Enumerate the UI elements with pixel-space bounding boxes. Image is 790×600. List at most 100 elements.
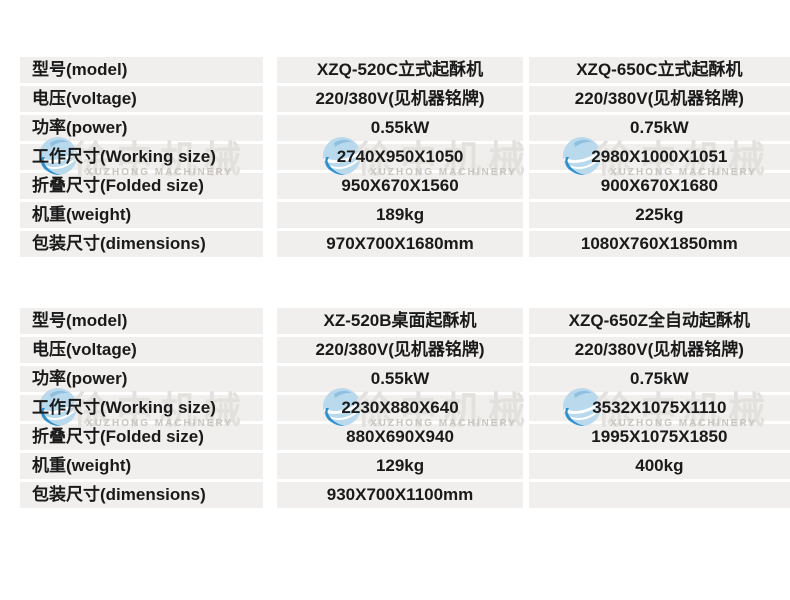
spec-value-cell: 2980X1000X1051 bbox=[528, 144, 790, 170]
spec-value-cell: 950X670X1560 bbox=[277, 173, 523, 199]
spec-label: 包装尺寸(dimensions) bbox=[32, 485, 206, 504]
spec-label-cell: 工作尺寸(Working size) bbox=[20, 395, 264, 421]
spec-value-cell: 880X690X940 bbox=[277, 424, 523, 450]
spec-value-cell: 220/380V(见机器铭牌) bbox=[528, 337, 790, 363]
spec-value-cell: 220/380V(见机器铭牌) bbox=[277, 86, 523, 112]
table-row: 折叠尺寸(Folded size) 880X690X940 1995X1075X… bbox=[20, 424, 790, 450]
spec-table-lower: 徐中机械 XUZHONG MACHINERY 徐中机械 XUZHONG MACH… bbox=[0, 308, 790, 511]
spec-value: 0.55kW bbox=[370, 369, 430, 388]
spec-label-cell: 折叠尺寸(Folded size) bbox=[20, 424, 264, 450]
spec-value: 189kg bbox=[375, 205, 425, 224]
spec-value-cell: 129kg bbox=[277, 453, 523, 479]
spec-value: 2230X880X640 bbox=[341, 398, 459, 417]
spec-label-cell: 工作尺寸(Working size) bbox=[20, 144, 264, 170]
spec-label-cell: 电压(voltage) bbox=[20, 337, 264, 363]
spec-label: 功率(power) bbox=[32, 369, 128, 388]
table-row: 包装尺寸(dimensions) 970X700X1680mm 1080X760… bbox=[20, 231, 790, 257]
table-row: 型号(model) XZ-520B桌面起酥机 XZQ-650Z全自动起酥机 bbox=[20, 308, 790, 334]
spec-label-cell: 型号(model) bbox=[20, 308, 264, 334]
table-row: 功率(power) 0.55kW 0.75kW bbox=[20, 366, 790, 392]
spec-label-cell: 型号(model) bbox=[20, 57, 264, 83]
spec-value-cell: 225kg bbox=[528, 202, 790, 228]
spec-value-cell: 2740X950X1050 bbox=[277, 144, 523, 170]
spec-table-upper: 徐中机械 XUZHONG MACHINERY 徐中机械 XUZHONG MACH… bbox=[0, 57, 790, 260]
spec-value: 220/380V(见机器铭牌) bbox=[574, 340, 744, 359]
table-row: 工作尺寸(Working size) 2740X950X1050 2980X10… bbox=[20, 144, 790, 170]
table-row: 机重(weight) 189kg 225kg bbox=[20, 202, 790, 228]
spec-label-cell: 折叠尺寸(Folded size) bbox=[20, 173, 264, 199]
spec-value-cell bbox=[528, 482, 790, 508]
spec-label: 机重(weight) bbox=[32, 456, 132, 475]
spec-value-cell: 930X700X1100mm bbox=[277, 482, 523, 508]
spec-value-cell: XZ-520B桌面起酥机 bbox=[277, 308, 523, 334]
spec-label: 机重(weight) bbox=[32, 205, 132, 224]
spec-value-cell: 220/380V(见机器铭牌) bbox=[277, 337, 523, 363]
spec-label: 电压(voltage) bbox=[32, 89, 137, 108]
spec-value-cell: 189kg bbox=[277, 202, 523, 228]
spec-value-cell: XZQ-650Z全自动起酥机 bbox=[528, 308, 790, 334]
table-row: 型号(model) XZQ-520C立式起酥机 XZQ-650C立式起酥机 bbox=[20, 57, 790, 83]
spec-value-cell: 900X670X1680 bbox=[528, 173, 790, 199]
spec-value: 970X700X1680mm bbox=[326, 234, 474, 253]
spec-value: 880X690X940 bbox=[346, 427, 454, 446]
spec-label-cell: 电压(voltage) bbox=[20, 86, 264, 112]
spec-label: 电压(voltage) bbox=[32, 340, 137, 359]
spec-value: 220/380V(见机器铭牌) bbox=[315, 89, 485, 108]
spec-value: 2740X950X1050 bbox=[336, 147, 464, 166]
spec-value-cell: 2230X880X640 bbox=[277, 395, 523, 421]
spec-value: 0.75kW bbox=[630, 118, 689, 137]
spec-value: XZ-520B桌面起酥机 bbox=[323, 311, 477, 330]
spec-label: 折叠尺寸(Folded size) bbox=[32, 176, 204, 195]
spec-value: 1080X760X1850mm bbox=[580, 234, 738, 253]
table-row: 工作尺寸(Working size) 2230X880X640 3532X107… bbox=[20, 395, 790, 421]
spec-value: 2980X1000X1051 bbox=[591, 147, 728, 166]
spec-value-cell: 0.75kW bbox=[528, 366, 790, 392]
spec-label: 工作尺寸(Working size) bbox=[32, 398, 216, 417]
spec-label-cell: 包装尺寸(dimensions) bbox=[20, 231, 264, 257]
spec-value: 3532X1075X1110 bbox=[592, 398, 727, 417]
table-row: 电压(voltage) 220/380V(见机器铭牌) 220/380V(见机器… bbox=[20, 86, 790, 112]
spec-value-cell: XZQ-650C立式起酥机 bbox=[528, 57, 790, 83]
spec-label: 工作尺寸(Working size) bbox=[32, 147, 216, 166]
spec-value: 0.55kW bbox=[370, 118, 430, 137]
spec-label: 功率(power) bbox=[32, 118, 128, 137]
table-row: 电压(voltage) 220/380V(见机器铭牌) 220/380V(见机器… bbox=[20, 337, 790, 363]
spec-value: 220/380V(见机器铭牌) bbox=[574, 89, 744, 108]
spec-value-cell: 0.55kW bbox=[277, 115, 523, 141]
spec-value-cell: 220/380V(见机器铭牌) bbox=[528, 86, 790, 112]
spec-value: 400kg bbox=[635, 456, 684, 475]
spec-label-cell: 功率(power) bbox=[20, 115, 264, 141]
spec-label: 型号(model) bbox=[32, 311, 128, 330]
spec-value: XZQ-520C立式起酥机 bbox=[316, 60, 484, 79]
spec-value: 930X700X1100mm bbox=[326, 485, 474, 504]
spec-label: 包装尺寸(dimensions) bbox=[32, 234, 206, 253]
spec-value: 220/380V(见机器铭牌) bbox=[315, 340, 485, 359]
spec-value-cell: XZQ-520C立式起酥机 bbox=[277, 57, 523, 83]
spec-label-cell: 机重(weight) bbox=[20, 453, 264, 479]
spec-value: 1995X1075X1850 bbox=[591, 427, 728, 446]
spec-value: XZQ-650Z全自动起酥机 bbox=[568, 311, 751, 330]
spec-value: 129kg bbox=[375, 456, 425, 475]
spec-value: 950X670X1560 bbox=[341, 176, 459, 195]
spec-value-cell: 0.55kW bbox=[277, 366, 523, 392]
spec-value: 900X670X1680 bbox=[600, 176, 718, 195]
spec-label: 型号(model) bbox=[32, 60, 128, 79]
spec-value: XZQ-650C立式起酥机 bbox=[576, 60, 743, 79]
spec-label-cell: 功率(power) bbox=[20, 366, 264, 392]
spec-value-cell: 3532X1075X1110 bbox=[528, 395, 790, 421]
spec-label-cell: 包装尺寸(dimensions) bbox=[20, 482, 264, 508]
table-row: 包装尺寸(dimensions) 930X700X1100mm bbox=[20, 482, 790, 508]
spec-label-cell: 机重(weight) bbox=[20, 202, 264, 228]
spec-value-cell: 970X700X1680mm bbox=[277, 231, 523, 257]
spec-value: 0.75kW bbox=[630, 369, 689, 388]
spec-label: 折叠尺寸(Folded size) bbox=[32, 427, 204, 446]
spec-value-cell: 1080X760X1850mm bbox=[528, 231, 790, 257]
spec-value-cell: 1995X1075X1850 bbox=[528, 424, 790, 450]
spec-value-cell: 0.75kW bbox=[528, 115, 790, 141]
table-row: 折叠尺寸(Folded size) 950X670X1560 900X670X1… bbox=[20, 173, 790, 199]
table-row: 功率(power) 0.55kW 0.75kW bbox=[20, 115, 790, 141]
spec-value: 225kg bbox=[635, 205, 684, 224]
table-row: 机重(weight) 129kg 400kg bbox=[20, 453, 790, 479]
spec-value-cell: 400kg bbox=[528, 453, 790, 479]
